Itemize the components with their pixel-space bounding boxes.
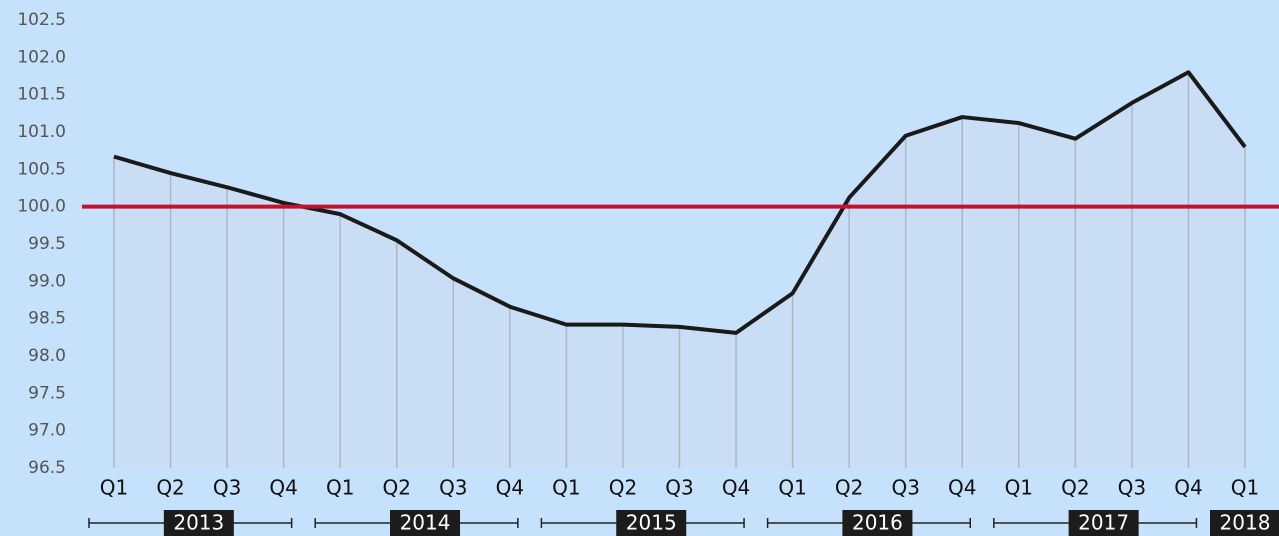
year-label: 2015 [626, 511, 677, 535]
y-tick-label: 98.0 [28, 346, 66, 366]
year-group: 2018 [1210, 510, 1279, 536]
year-group: 2015 [540, 510, 745, 536]
y-tick-label: 101.5 [17, 85, 66, 105]
year-label: 2013 [173, 511, 224, 535]
x-tick-label: Q3 [1118, 476, 1146, 500]
y-tick-label: 101.0 [17, 122, 66, 142]
x-tick-label: Q4 [1174, 476, 1202, 500]
y-tick-label: 98.5 [28, 309, 66, 329]
year-label: 2018 [1220, 511, 1271, 535]
x-tick-label: Q4 [496, 476, 524, 500]
year-group: 2014 [314, 510, 519, 536]
y-tick-label: 99.0 [28, 271, 66, 291]
x-tick-label: Q1 [100, 476, 128, 500]
year-box [1068, 510, 1139, 536]
x-tick-label: Q2 [609, 476, 637, 500]
year-group: 2016 [766, 510, 971, 536]
x-tick-label: Q3 [665, 476, 693, 500]
x-tick-label: Q2 [383, 476, 411, 500]
x-tick-label: Q2 [156, 476, 184, 500]
x-tick-label: Q1 [552, 476, 580, 500]
x-tick-label: Q1 [778, 476, 806, 500]
year-box [616, 510, 687, 536]
x-tick-label: Q4 [269, 476, 297, 500]
x-tick-label: Q3 [213, 476, 241, 500]
year-box [163, 510, 234, 536]
year-box [1210, 510, 1279, 536]
y-tick-label: 96.5 [28, 458, 66, 478]
x-tick-label: Q4 [948, 476, 976, 500]
y-tick-label: 97.5 [28, 383, 66, 403]
y-tick-label: 97.0 [28, 421, 66, 441]
x-tick-label: Q2 [835, 476, 863, 500]
x-tick-label: Q2 [1061, 476, 1089, 500]
x-tick-label: Q1 [1005, 476, 1033, 500]
year-group: 2017 [993, 510, 1198, 536]
x-tick-label: Q1 [326, 476, 354, 500]
x-tick-label: Q1 [1231, 476, 1259, 500]
x-tick-label: Q3 [439, 476, 467, 500]
year-group: 2013 [88, 510, 293, 536]
x-tick-label: Q3 [891, 476, 919, 500]
year-label: 2014 [400, 511, 451, 535]
y-tick-label: 102.5 [17, 10, 66, 30]
year-box [390, 510, 461, 536]
y-tick-label: 99.5 [28, 234, 66, 254]
y-tick-label: 102.0 [17, 47, 66, 67]
year-box [842, 510, 913, 536]
y-tick-label: 100.5 [17, 159, 66, 179]
x-tick-label: Q4 [722, 476, 750, 500]
y-tick-label: 100.0 [17, 197, 66, 217]
year-label: 2017 [1078, 511, 1129, 535]
year-label: 2016 [852, 511, 903, 535]
